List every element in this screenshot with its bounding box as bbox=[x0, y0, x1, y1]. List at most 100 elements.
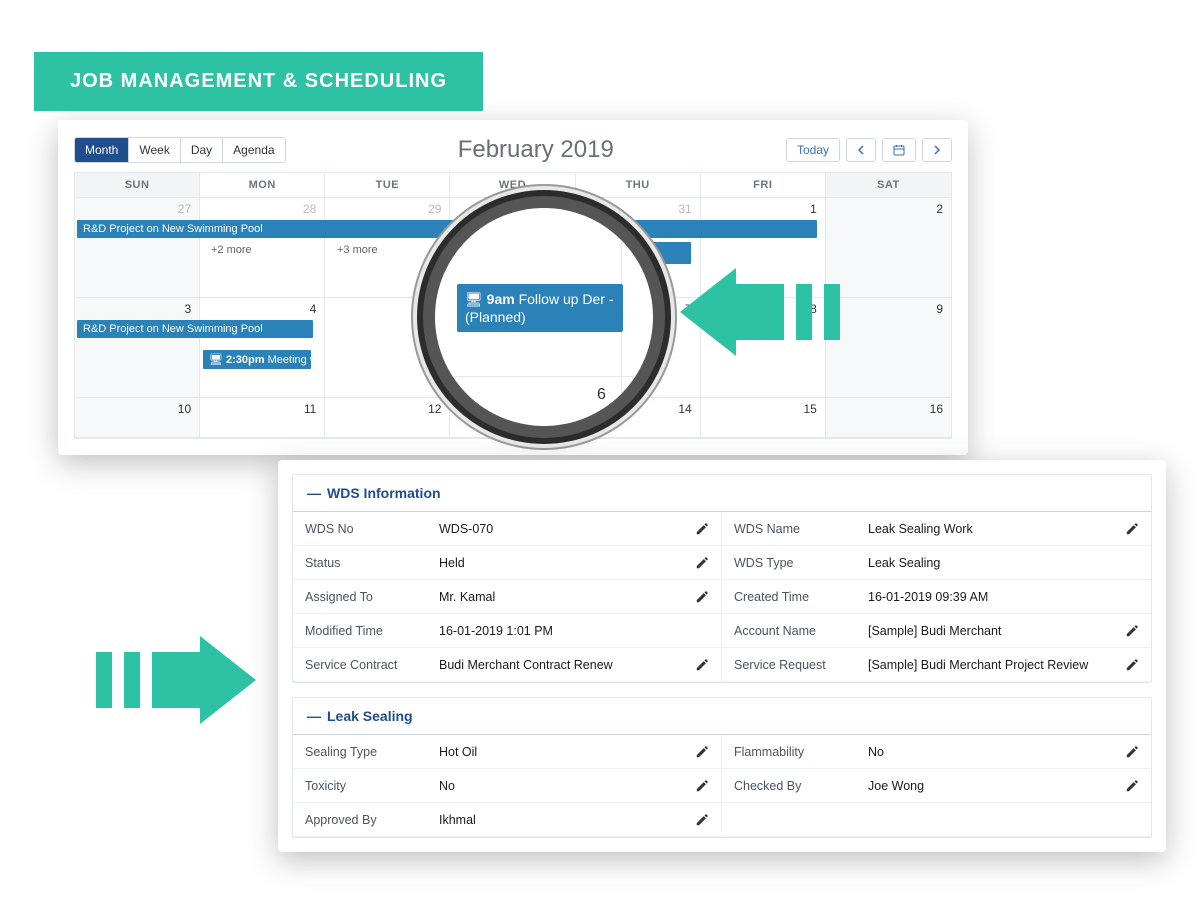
date-number: 3 bbox=[184, 302, 191, 316]
field-label: Account Name bbox=[734, 624, 864, 638]
field-label: Approved By bbox=[305, 813, 435, 827]
field-row: FlammabilityNo bbox=[722, 735, 1151, 769]
field-row: StatusHeld bbox=[293, 546, 722, 580]
date-number: 4 bbox=[310, 302, 317, 316]
day-header-sat: SAT bbox=[826, 173, 951, 197]
calendar-cell[interactable]: 16 bbox=[826, 398, 951, 438]
field-value: 16-01-2019 09:39 AM bbox=[864, 590, 1139, 604]
fields-grid: WDS NoWDS-070WDS NameLeak Sealing WorkSt… bbox=[293, 512, 1151, 682]
field-value: [Sample] Budi Merchant bbox=[864, 624, 1125, 638]
calendar-icon bbox=[893, 144, 905, 156]
field-value: Leak Sealing Work bbox=[864, 522, 1125, 536]
pencil-icon[interactable] bbox=[1125, 658, 1139, 672]
date-number: 9 bbox=[936, 302, 943, 316]
magnified-event-time: 9am bbox=[487, 291, 515, 307]
monitor-icon: 🖥 bbox=[465, 291, 483, 307]
date-number: 11 bbox=[304, 402, 316, 416]
calendar-cell[interactable]: 4 bbox=[200, 298, 325, 398]
pencil-icon[interactable] bbox=[1125, 624, 1139, 638]
pencil-icon[interactable] bbox=[1125, 745, 1139, 759]
field-row: Service ContractBudi Merchant Contract R… bbox=[293, 648, 722, 682]
magnified-event[interactable]: 🖥 9am Follow up Der - (Planned) bbox=[457, 284, 623, 332]
date-number: 16 bbox=[930, 402, 943, 416]
pencil-icon[interactable] bbox=[695, 813, 709, 827]
field-label: Status bbox=[305, 556, 435, 570]
monitor-icon: 🖥 bbox=[209, 354, 226, 366]
field-row: Assigned ToMr. Kamal bbox=[293, 580, 722, 614]
event-time: 2:30pm bbox=[226, 354, 265, 366]
today-button[interactable]: Today bbox=[786, 138, 840, 162]
field-row: Approved ByIkhmal bbox=[293, 803, 722, 837]
field-row: Account Name[Sample] Budi Merchant bbox=[722, 614, 1151, 648]
calendar-cell[interactable]: 5 bbox=[325, 298, 450, 398]
calendar-cell[interactable]: 11 bbox=[200, 398, 325, 438]
fields-grid: Sealing TypeHot OilFlammabilityNoToxicit… bbox=[293, 735, 1151, 837]
pencil-icon[interactable] bbox=[695, 522, 709, 536]
calendar-cell[interactable]: 10 bbox=[75, 398, 200, 438]
collapse-icon: — bbox=[307, 708, 321, 724]
pencil-icon[interactable] bbox=[1125, 522, 1139, 536]
date-number: 15 bbox=[803, 402, 816, 416]
event-text: Meeting w bbox=[268, 354, 311, 366]
field-value: 16-01-2019 1:01 PM bbox=[435, 624, 709, 638]
prev-button[interactable] bbox=[846, 138, 876, 162]
date-number: 2 bbox=[936, 202, 943, 216]
tab-week[interactable]: Week bbox=[129, 138, 180, 162]
field-label: Service Request bbox=[734, 658, 864, 672]
field-row: ToxicityNo bbox=[293, 769, 722, 803]
date-number: 14 bbox=[678, 402, 691, 416]
event-meeting[interactable]: 🖥 2:30pm Meeting w bbox=[203, 350, 311, 369]
calendar-nav: Today bbox=[786, 138, 952, 162]
field-label: Flammability bbox=[734, 745, 864, 759]
date-number: 27 bbox=[178, 202, 191, 216]
date-picker-button[interactable] bbox=[882, 138, 916, 162]
more-events-link[interactable]: +3 more bbox=[337, 244, 378, 256]
pencil-icon[interactable] bbox=[1125, 779, 1139, 793]
field-row: WDS TypeLeak Sealing bbox=[722, 546, 1151, 580]
date-number: 1 bbox=[810, 202, 817, 216]
pencil-icon[interactable] bbox=[695, 556, 709, 570]
tab-month[interactable]: Month bbox=[75, 138, 129, 162]
calendar-header: Month Week Day Agenda February 2019 Toda… bbox=[74, 136, 952, 164]
next-button[interactable] bbox=[922, 138, 952, 162]
field-value: Ikhmal bbox=[435, 813, 695, 827]
day-header-tue: TUE bbox=[325, 173, 450, 197]
section-header[interactable]: — Leak Sealing bbox=[293, 698, 1151, 735]
pencil-icon[interactable] bbox=[695, 590, 709, 604]
calendar-view-tabs: Month Week Day Agenda bbox=[74, 137, 286, 163]
field-value: [Sample] Budi Merchant Project Review bbox=[864, 658, 1125, 672]
field-value: Hot Oil bbox=[435, 745, 695, 759]
field-label: WDS Name bbox=[734, 522, 864, 536]
calendar-cell[interactable]: 12 bbox=[325, 398, 450, 438]
more-events-link[interactable]: +2 more bbox=[211, 244, 252, 256]
field-value: Mr. Kamal bbox=[435, 590, 695, 604]
calendar-cell[interactable]: 9 bbox=[826, 298, 951, 398]
field-row: Created Time16-01-2019 09:39 AM bbox=[722, 580, 1151, 614]
calendar-cell[interactable]: 27 bbox=[75, 198, 200, 298]
magnified-grid-line bbox=[435, 376, 653, 377]
calendar-cell[interactable]: 15 bbox=[701, 398, 826, 438]
pencil-icon[interactable] bbox=[695, 658, 709, 672]
section-leak-sealing: — Leak Sealing Sealing TypeHot OilFlamma… bbox=[292, 697, 1152, 838]
field-row: WDS NoWDS-070 bbox=[293, 512, 722, 546]
pencil-icon[interactable] bbox=[695, 779, 709, 793]
arrow-right-indicator bbox=[96, 636, 256, 724]
field-row: WDS NameLeak Sealing Work bbox=[722, 512, 1151, 546]
event-bar-rd-project-2[interactable]: R&D Project on New Swimming Pool bbox=[77, 320, 313, 338]
calendar-cell[interactable]: 3 bbox=[75, 298, 200, 398]
tab-day[interactable]: Day bbox=[181, 138, 223, 162]
date-number: 28 bbox=[303, 202, 316, 216]
field-label: WDS No bbox=[305, 522, 435, 536]
calendar-cell[interactable]: 2 bbox=[826, 198, 951, 298]
pencil-icon[interactable] bbox=[695, 745, 709, 759]
field-value: WDS-070 bbox=[435, 522, 695, 536]
section-header[interactable]: — WDS Information bbox=[293, 475, 1151, 512]
section-title: WDS Information bbox=[327, 485, 441, 501]
field-row: Service Request[Sample] Budi Merchant Pr… bbox=[722, 648, 1151, 682]
field-value: Budi Merchant Contract Renew bbox=[435, 658, 695, 672]
field-label: Created Time bbox=[734, 590, 864, 604]
chevron-right-icon bbox=[933, 145, 941, 155]
chevron-left-icon bbox=[857, 145, 865, 155]
field-label: WDS Type bbox=[734, 556, 864, 570]
tab-agenda[interactable]: Agenda bbox=[223, 138, 284, 162]
